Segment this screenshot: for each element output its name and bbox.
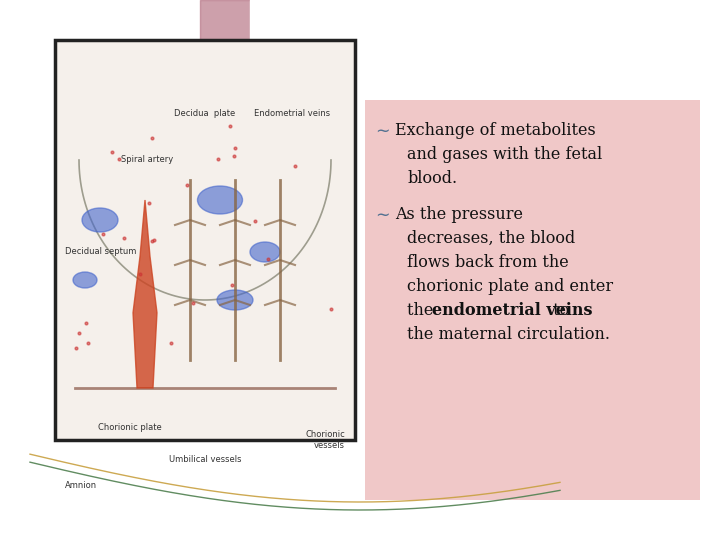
Text: Amnion: Amnion: [65, 481, 97, 489]
Ellipse shape: [73, 272, 97, 288]
Text: endometrial veins: endometrial veins: [432, 302, 593, 319]
Text: flows back from the: flows back from the: [407, 254, 569, 271]
Bar: [365, 100, 700, 500]
Text: Decidua  plate: Decidua plate: [174, 109, 235, 118]
Text: Umbilical vessels: Umbilical vessels: [168, 456, 241, 464]
Text: chorionic plate and enter: chorionic plate and enter: [407, 278, 613, 295]
Bar: [55, 40, 355, 440]
Text: to: to: [548, 302, 569, 319]
Ellipse shape: [250, 242, 280, 262]
Text: Endometrial veins: Endometrial veins: [254, 109, 330, 118]
Polygon shape: [133, 200, 157, 388]
Text: As the pressure: As the pressure: [395, 206, 523, 223]
Text: Chorionic
vessels: Chorionic vessels: [305, 430, 345, 450]
Ellipse shape: [197, 186, 243, 214]
Text: Exchange of metabolites: Exchange of metabolites: [395, 122, 595, 139]
Text: the maternal circulation.: the maternal circulation.: [407, 326, 610, 343]
Text: ∼: ∼: [375, 122, 390, 140]
Text: blood.: blood.: [407, 170, 457, 187]
Ellipse shape: [82, 208, 118, 232]
Text: the: the: [407, 302, 438, 319]
Text: and gases with the fetal: and gases with the fetal: [407, 146, 602, 163]
Text: Decidual septum: Decidual septum: [65, 247, 136, 256]
Ellipse shape: [217, 290, 253, 310]
Text: Chorionic plate: Chorionic plate: [98, 423, 162, 433]
Text: ∼: ∼: [375, 206, 390, 224]
Text: decreases, the blood: decreases, the blood: [407, 230, 575, 247]
Text: Spiral artery: Spiral artery: [121, 156, 174, 165]
